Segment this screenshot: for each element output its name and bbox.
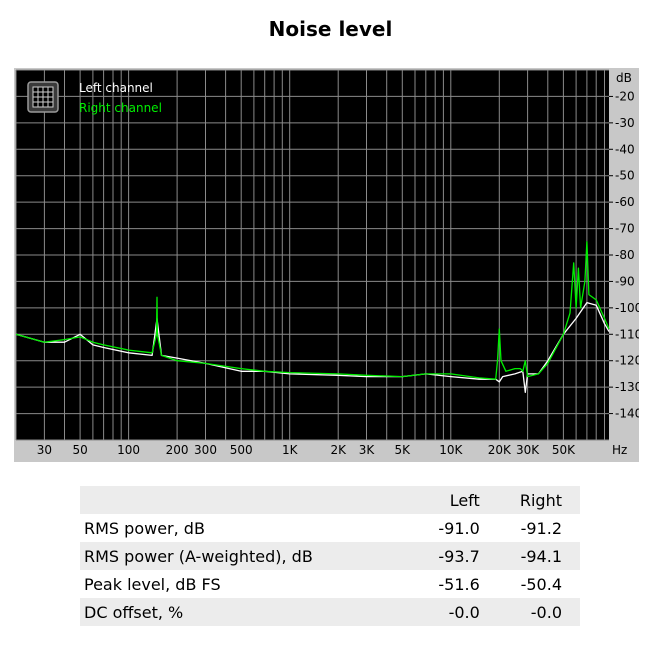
legend: Left channel Right channel [27, 81, 162, 115]
row-label: RMS power (A-weighted), dB [84, 546, 313, 566]
x-tick-label: 1K [282, 443, 299, 457]
right-value: -91.2 [520, 518, 562, 538]
left-value: -0.0 [448, 602, 480, 622]
y-tick-label: -120 [615, 354, 639, 368]
grid-lines [15, 69, 609, 441]
x-tick-label: 30 [37, 443, 52, 457]
x-tick-label: 300 [194, 443, 217, 457]
y-unit-label: dB [616, 71, 632, 85]
y-tick-label: -140 [615, 407, 639, 421]
chart-options-icon[interactable] [27, 81, 59, 113]
row-label: DC offset, % [84, 602, 184, 622]
left-value: -51.6 [438, 574, 480, 594]
table-row: Peak level, dB FS -51.6 -50.4 [80, 570, 580, 598]
x-tick-labels: 30 50 100 200 300 500 1K 2K 3K 5K 10K 20K 30K 50K [37, 443, 576, 457]
table-row: RMS power (A-weighted), dB -93.7 -94.1 [80, 542, 580, 570]
right-value: -50.4 [520, 574, 562, 594]
x-tick-label: 30K [516, 443, 540, 457]
x-tick-label: 200 [166, 443, 189, 457]
y-tick-label: -30 [615, 116, 635, 130]
y-tick-label: -70 [615, 222, 635, 236]
y-tick-labels: -20 -30 -40 -50 -60 -70 -80 -90 -100 -110 -120 -130… [609, 89, 639, 421]
stats-header-row: Left Right [80, 486, 580, 514]
stats-header-right: Right [519, 490, 562, 510]
right-channel-trace [15, 241, 610, 380]
left-value: -91.0 [438, 518, 480, 538]
x-tick-label: 10K [439, 443, 463, 457]
row-label: Peak level, dB FS [84, 574, 221, 594]
x-tick-label: 500 [230, 443, 253, 457]
chart-title: Noise level [268, 17, 393, 41]
right-value: -94.1 [520, 546, 562, 566]
legend-left-channel: Left channel [79, 81, 153, 95]
noise-level-chart: -20 -30 -40 -50 -60 -70 -80 -90 -100 -110 -120 -130… [14, 68, 639, 462]
x-tick-label: 50 [72, 443, 87, 457]
y-tick-label: -110 [615, 327, 639, 341]
y-tick-label: -100 [615, 301, 639, 315]
y-tick-label: -130 [615, 380, 639, 394]
stats-header-empty [80, 486, 414, 514]
y-tick-label: -90 [615, 274, 635, 288]
x-unit-label: Hz [612, 443, 627, 457]
x-tick-label: 50K [552, 443, 576, 457]
x-tick-label: 2K [330, 443, 347, 457]
y-tick-label: -80 [615, 248, 635, 262]
y-tick-label: -50 [615, 169, 635, 183]
right-value: -0.0 [530, 602, 562, 622]
row-label: RMS power, dB [84, 518, 205, 538]
legend-right-channel: Right channel [79, 101, 162, 115]
left-value: -93.7 [438, 546, 480, 566]
table-row: RMS power, dB -91.0 -91.2 [80, 514, 580, 542]
y-tick-label: -20 [615, 89, 635, 103]
x-tick-label: 100 [117, 443, 140, 457]
traces [15, 241, 610, 394]
stats-table: Left Right RMS power, dB -91.0 -91.2 RMS… [80, 486, 580, 626]
x-tick-label: 5K [395, 443, 412, 457]
y-tick-label: -60 [615, 195, 635, 209]
y-tick-label: -40 [615, 142, 635, 156]
x-tick-label: 3K [359, 443, 376, 457]
table-row: DC offset, % -0.0 -0.0 [80, 598, 580, 626]
x-tick-label: 20K [488, 443, 512, 457]
stats-header-left: Left [449, 490, 480, 510]
